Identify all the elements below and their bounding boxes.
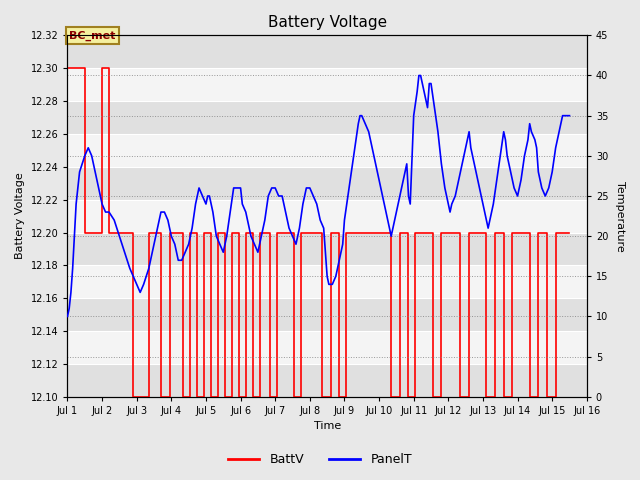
X-axis label: Time: Time (314, 421, 340, 432)
Text: BC_met: BC_met (69, 31, 116, 41)
Bar (67, 364, 587, 397)
Bar (67, 134, 587, 167)
Title: Battery Voltage: Battery Voltage (268, 15, 387, 30)
Bar (67, 167, 587, 200)
Bar (67, 200, 587, 232)
Bar (67, 232, 587, 265)
Legend: BattV, PanelT: BattV, PanelT (223, 448, 417, 471)
Bar (67, 36, 587, 68)
Bar (67, 101, 587, 134)
Bar (67, 265, 587, 298)
Bar (67, 298, 587, 331)
Bar (67, 68, 587, 101)
Bar (67, 331, 587, 364)
Y-axis label: Battery Voltage: Battery Voltage (15, 173, 25, 260)
Y-axis label: Temperature: Temperature (615, 180, 625, 252)
